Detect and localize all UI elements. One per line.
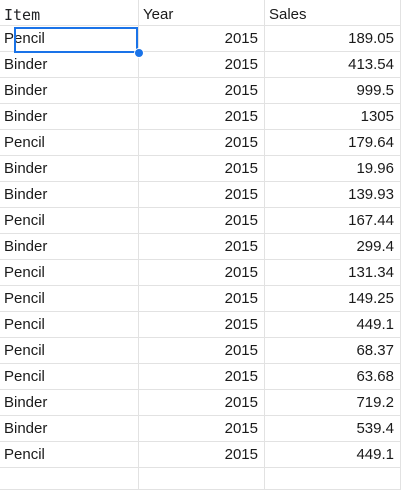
cell-sales[interactable]: 449.1: [265, 442, 401, 468]
cell-sales[interactable]: 299.4: [265, 234, 401, 260]
cell-item[interactable]: Pencil: [0, 26, 139, 52]
cell-year[interactable]: 2015: [139, 234, 265, 260]
cell-item[interactable]: Binder: [0, 390, 139, 416]
cell-sales[interactable]: 139.93: [265, 182, 401, 208]
fill-handle[interactable]: [134, 48, 144, 58]
cell-year[interactable]: 2015: [139, 364, 265, 390]
header-cell-item[interactable]: Item: [0, 0, 139, 26]
cell-item[interactable]: Binder: [0, 234, 139, 260]
cell-sales[interactable]: 19.96: [265, 156, 401, 182]
cell-sales[interactable]: 149.25: [265, 286, 401, 312]
cell-year[interactable]: 2015: [139, 78, 265, 104]
cell-sales[interactable]: 413.54: [265, 52, 401, 78]
cell-year[interactable]: 2015: [139, 130, 265, 156]
cell-sales[interactable]: 68.37: [265, 338, 401, 364]
cell-item[interactable]: Binder: [0, 78, 139, 104]
empty-cell[interactable]: [0, 468, 139, 490]
cell-item[interactable]: Pencil: [0, 364, 139, 390]
cell-item[interactable]: Pencil: [0, 260, 139, 286]
cell-item[interactable]: Pencil: [0, 286, 139, 312]
cell-year[interactable]: 2015: [139, 286, 265, 312]
cell-year[interactable]: 2015: [139, 52, 265, 78]
empty-cell[interactable]: [265, 468, 401, 490]
cell-year[interactable]: 2015: [139, 104, 265, 130]
cell-year[interactable]: 2015: [139, 312, 265, 338]
header-cell-sales[interactable]: Sales: [265, 0, 401, 26]
cell-item[interactable]: Binder: [0, 104, 139, 130]
cell-sales[interactable]: 63.68: [265, 364, 401, 390]
cell-year[interactable]: 2015: [139, 182, 265, 208]
header-cell-year[interactable]: Year: [139, 0, 265, 26]
cell-sales[interactable]: 179.64: [265, 130, 401, 156]
cell-sales[interactable]: 719.2: [265, 390, 401, 416]
cell-item[interactable]: Pencil: [0, 130, 139, 156]
cell-year[interactable]: 2015: [139, 390, 265, 416]
cell-year[interactable]: 2015: [139, 338, 265, 364]
cell-sales[interactable]: 167.44: [265, 208, 401, 234]
cell-item[interactable]: Binder: [0, 52, 139, 78]
cell-year[interactable]: 2015: [139, 156, 265, 182]
cell-item[interactable]: Binder: [0, 156, 139, 182]
cell-item[interactable]: Pencil: [0, 442, 139, 468]
empty-cell[interactable]: [139, 468, 265, 490]
cell-sales[interactable]: 539.4: [265, 416, 401, 442]
cell-item[interactable]: Pencil: [0, 338, 139, 364]
cell-item[interactable]: Binder: [0, 182, 139, 208]
cell-sales[interactable]: 449.1: [265, 312, 401, 338]
cell-sales[interactable]: 131.34: [265, 260, 401, 286]
cell-item[interactable]: Binder: [0, 416, 139, 442]
cell-sales[interactable]: 1305: [265, 104, 401, 130]
cell-year[interactable]: 2015: [139, 26, 265, 52]
cell-year[interactable]: 2015: [139, 208, 265, 234]
cell-sales[interactable]: 189.05: [265, 26, 401, 52]
cell-year[interactable]: 2015: [139, 442, 265, 468]
cell-item[interactable]: Pencil: [0, 312, 139, 338]
cell-year[interactable]: 2015: [139, 416, 265, 442]
cell-sales[interactable]: 999.5: [265, 78, 401, 104]
cell-year[interactable]: 2015: [139, 260, 265, 286]
cell-item[interactable]: Pencil: [0, 208, 139, 234]
